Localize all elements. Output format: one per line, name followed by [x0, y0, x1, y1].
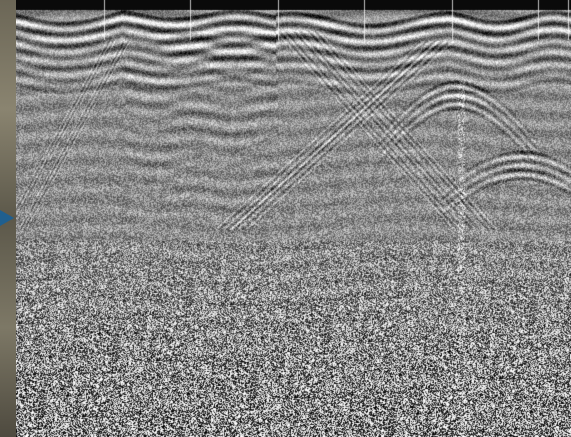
radargram-canvas — [16, 0, 571, 437]
position-marker-icon — [0, 210, 14, 226]
